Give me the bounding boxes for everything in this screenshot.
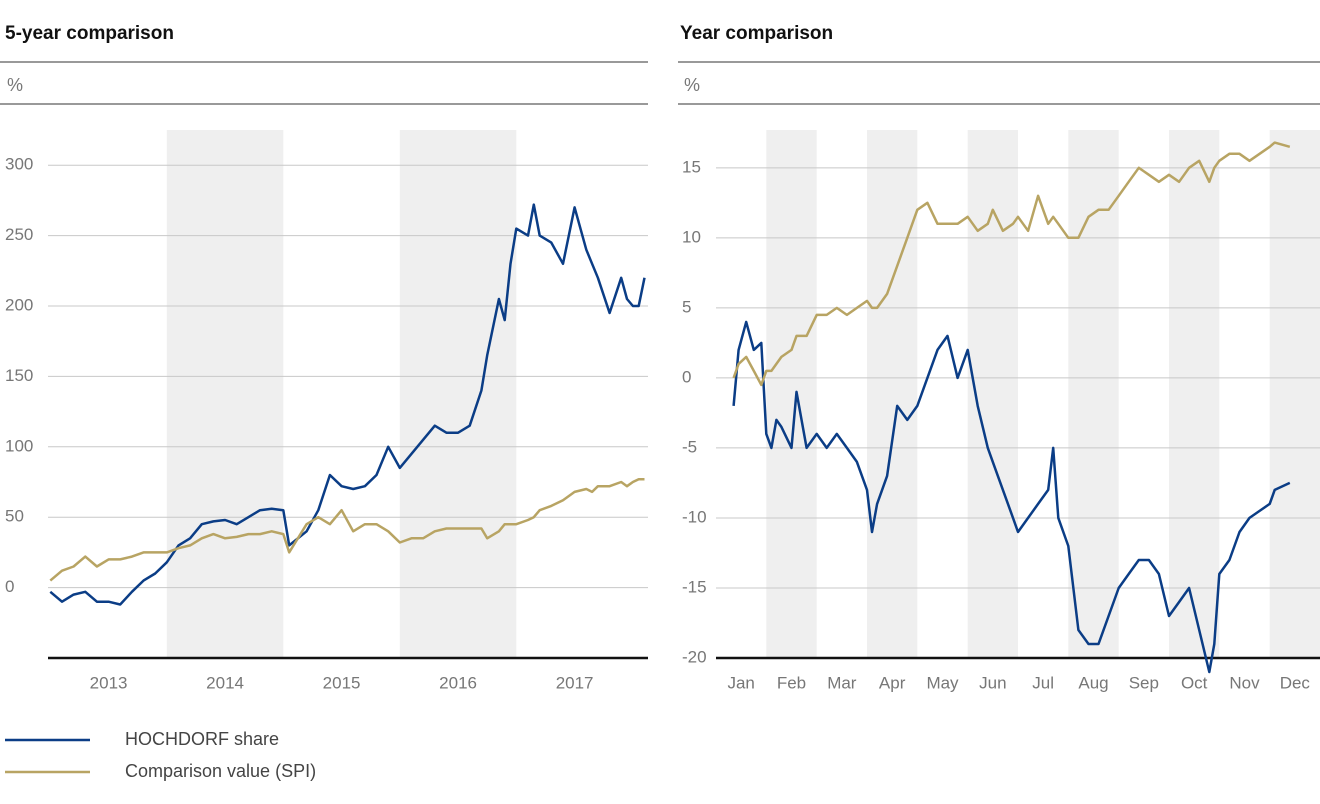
y-tick-label: 200 [5,295,33,314]
y-tick-label: 15 [682,157,701,176]
x-tick-label: Apr [879,673,906,692]
y-tick-label: 250 [5,225,33,244]
period-band [867,130,918,658]
y-tick-label: -5 [682,437,697,456]
y-tick-label: 0 [5,577,14,596]
x-tick-label: 2017 [556,673,594,692]
x-tick-label: Jun [979,673,1006,692]
series-line [732,320,1291,674]
y-axis-label: % [7,75,23,95]
period-band [1169,130,1220,658]
chart-title: Year comparison [680,23,833,44]
x-tick-label: Aug [1078,673,1108,692]
x-tick-label: 2013 [90,673,128,692]
x-tick-label: Oct [1181,673,1208,692]
x-tick-label: Nov [1229,673,1260,692]
chart-title: 5-year comparison [5,23,174,44]
y-tick-label: -15 [682,577,707,596]
y-tick-label: 300 [5,155,33,174]
period-band [166,130,284,658]
x-tick-label: Dec [1280,673,1311,692]
x-tick-label: 2014 [206,673,244,692]
series-line [49,477,645,582]
period-band [399,130,517,658]
y-axis-label: % [684,75,700,95]
x-tick-label: Mar [827,673,857,692]
period-band [766,130,817,658]
period-band [1269,130,1320,658]
x-tick-label: 2016 [439,673,477,692]
y-tick-label: 50 [5,507,24,526]
y-tick-label: 10 [682,227,701,246]
x-tick-label: Jan [727,673,754,692]
series-line [49,203,646,606]
period-band [1068,130,1119,658]
x-tick-label: 2015 [323,673,361,692]
y-tick-label: 5 [682,297,691,316]
legend-label: HOCHDORF share [125,729,279,749]
y-tick-label: 100 [5,436,33,455]
legend-label: Comparison value (SPI) [125,761,316,781]
y-tick-label: -20 [682,647,707,666]
y-tick-label: 0 [682,367,691,386]
x-tick-label: Feb [777,673,806,692]
x-tick-label: Jul [1032,673,1054,692]
y-tick-label: -10 [682,507,707,526]
series-line [732,141,1291,387]
x-tick-label: Sep [1129,673,1159,692]
y-tick-label: 150 [5,366,33,385]
x-tick-label: May [926,673,959,692]
